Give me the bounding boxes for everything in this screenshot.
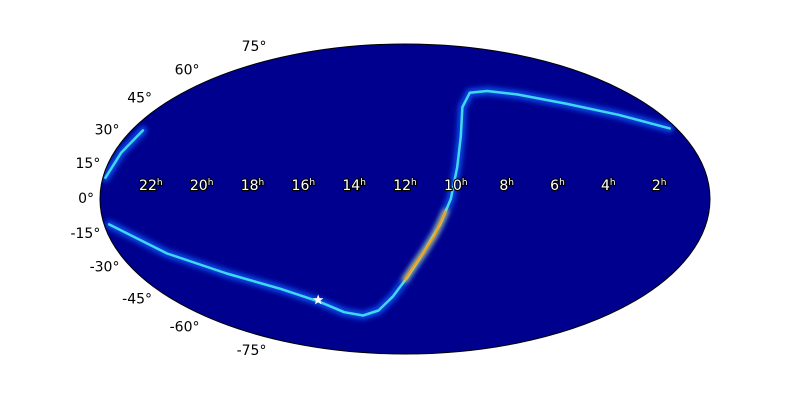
y-tick-label: -30° xyxy=(90,260,120,276)
x-tick-number: 6 xyxy=(550,178,559,194)
x-tick-label: 6h xyxy=(550,178,565,195)
x-tick-number: 8 xyxy=(499,178,508,194)
x-tick-unit: h xyxy=(208,178,214,188)
x-tick-number: 2 xyxy=(652,178,661,194)
x-tick-unit: h xyxy=(508,178,514,188)
y-tick-label: -15° xyxy=(70,226,100,242)
x-tick-label: 2h xyxy=(652,178,667,195)
x-tick-unit: h xyxy=(411,178,417,188)
x-tick-label: 14h xyxy=(342,178,366,195)
x-tick-number: 20 xyxy=(190,178,208,194)
x-tick-number: 14 xyxy=(342,178,360,194)
sky-background xyxy=(100,44,710,354)
x-tick-number: 22 xyxy=(139,178,157,194)
x-tick-label: 16h xyxy=(292,178,316,195)
y-tick-label: 75° xyxy=(242,39,267,55)
x-tick-number: 18 xyxy=(241,178,259,194)
x-tick-unit: h xyxy=(559,178,565,188)
x-tick-number: 4 xyxy=(601,178,610,194)
y-tick-label: 60° xyxy=(175,62,200,78)
x-tick-label: 20h xyxy=(190,178,214,195)
y-tick-label: 45° xyxy=(127,91,152,107)
y-tick-label: -75° xyxy=(237,343,267,359)
x-tick-label: 8h xyxy=(499,178,514,195)
x-tick-label: 12h xyxy=(393,178,417,195)
x-tick-number: 16 xyxy=(292,178,310,194)
star-marker xyxy=(313,294,324,305)
x-tick-label: 10h xyxy=(444,178,468,195)
x-tick-unit: h xyxy=(610,178,616,188)
x-tick-unit: h xyxy=(259,178,265,188)
y-tick-label: -60° xyxy=(170,320,200,336)
x-tick-unit: h xyxy=(157,178,163,188)
probability-band xyxy=(404,210,447,281)
sky-outline xyxy=(99,43,711,355)
sky-content xyxy=(100,86,675,320)
y-tick-label: -45° xyxy=(122,291,152,307)
x-tick-unit: h xyxy=(309,178,315,188)
x-tick-label: 18h xyxy=(241,178,265,195)
y-tick-label: 0° xyxy=(78,191,94,207)
x-tick-number: 10 xyxy=(444,178,462,194)
y-tick-label: 30° xyxy=(95,122,120,138)
y-tick-label: 15° xyxy=(76,156,101,172)
x-tick-unit: h xyxy=(360,178,366,188)
x-tick-label: 4h xyxy=(601,178,616,195)
x-tick-number: 12 xyxy=(393,178,411,194)
x-tick-label: 22h xyxy=(139,178,163,195)
x-tick-unit: h xyxy=(661,178,667,188)
x-tick-unit: h xyxy=(462,178,468,188)
